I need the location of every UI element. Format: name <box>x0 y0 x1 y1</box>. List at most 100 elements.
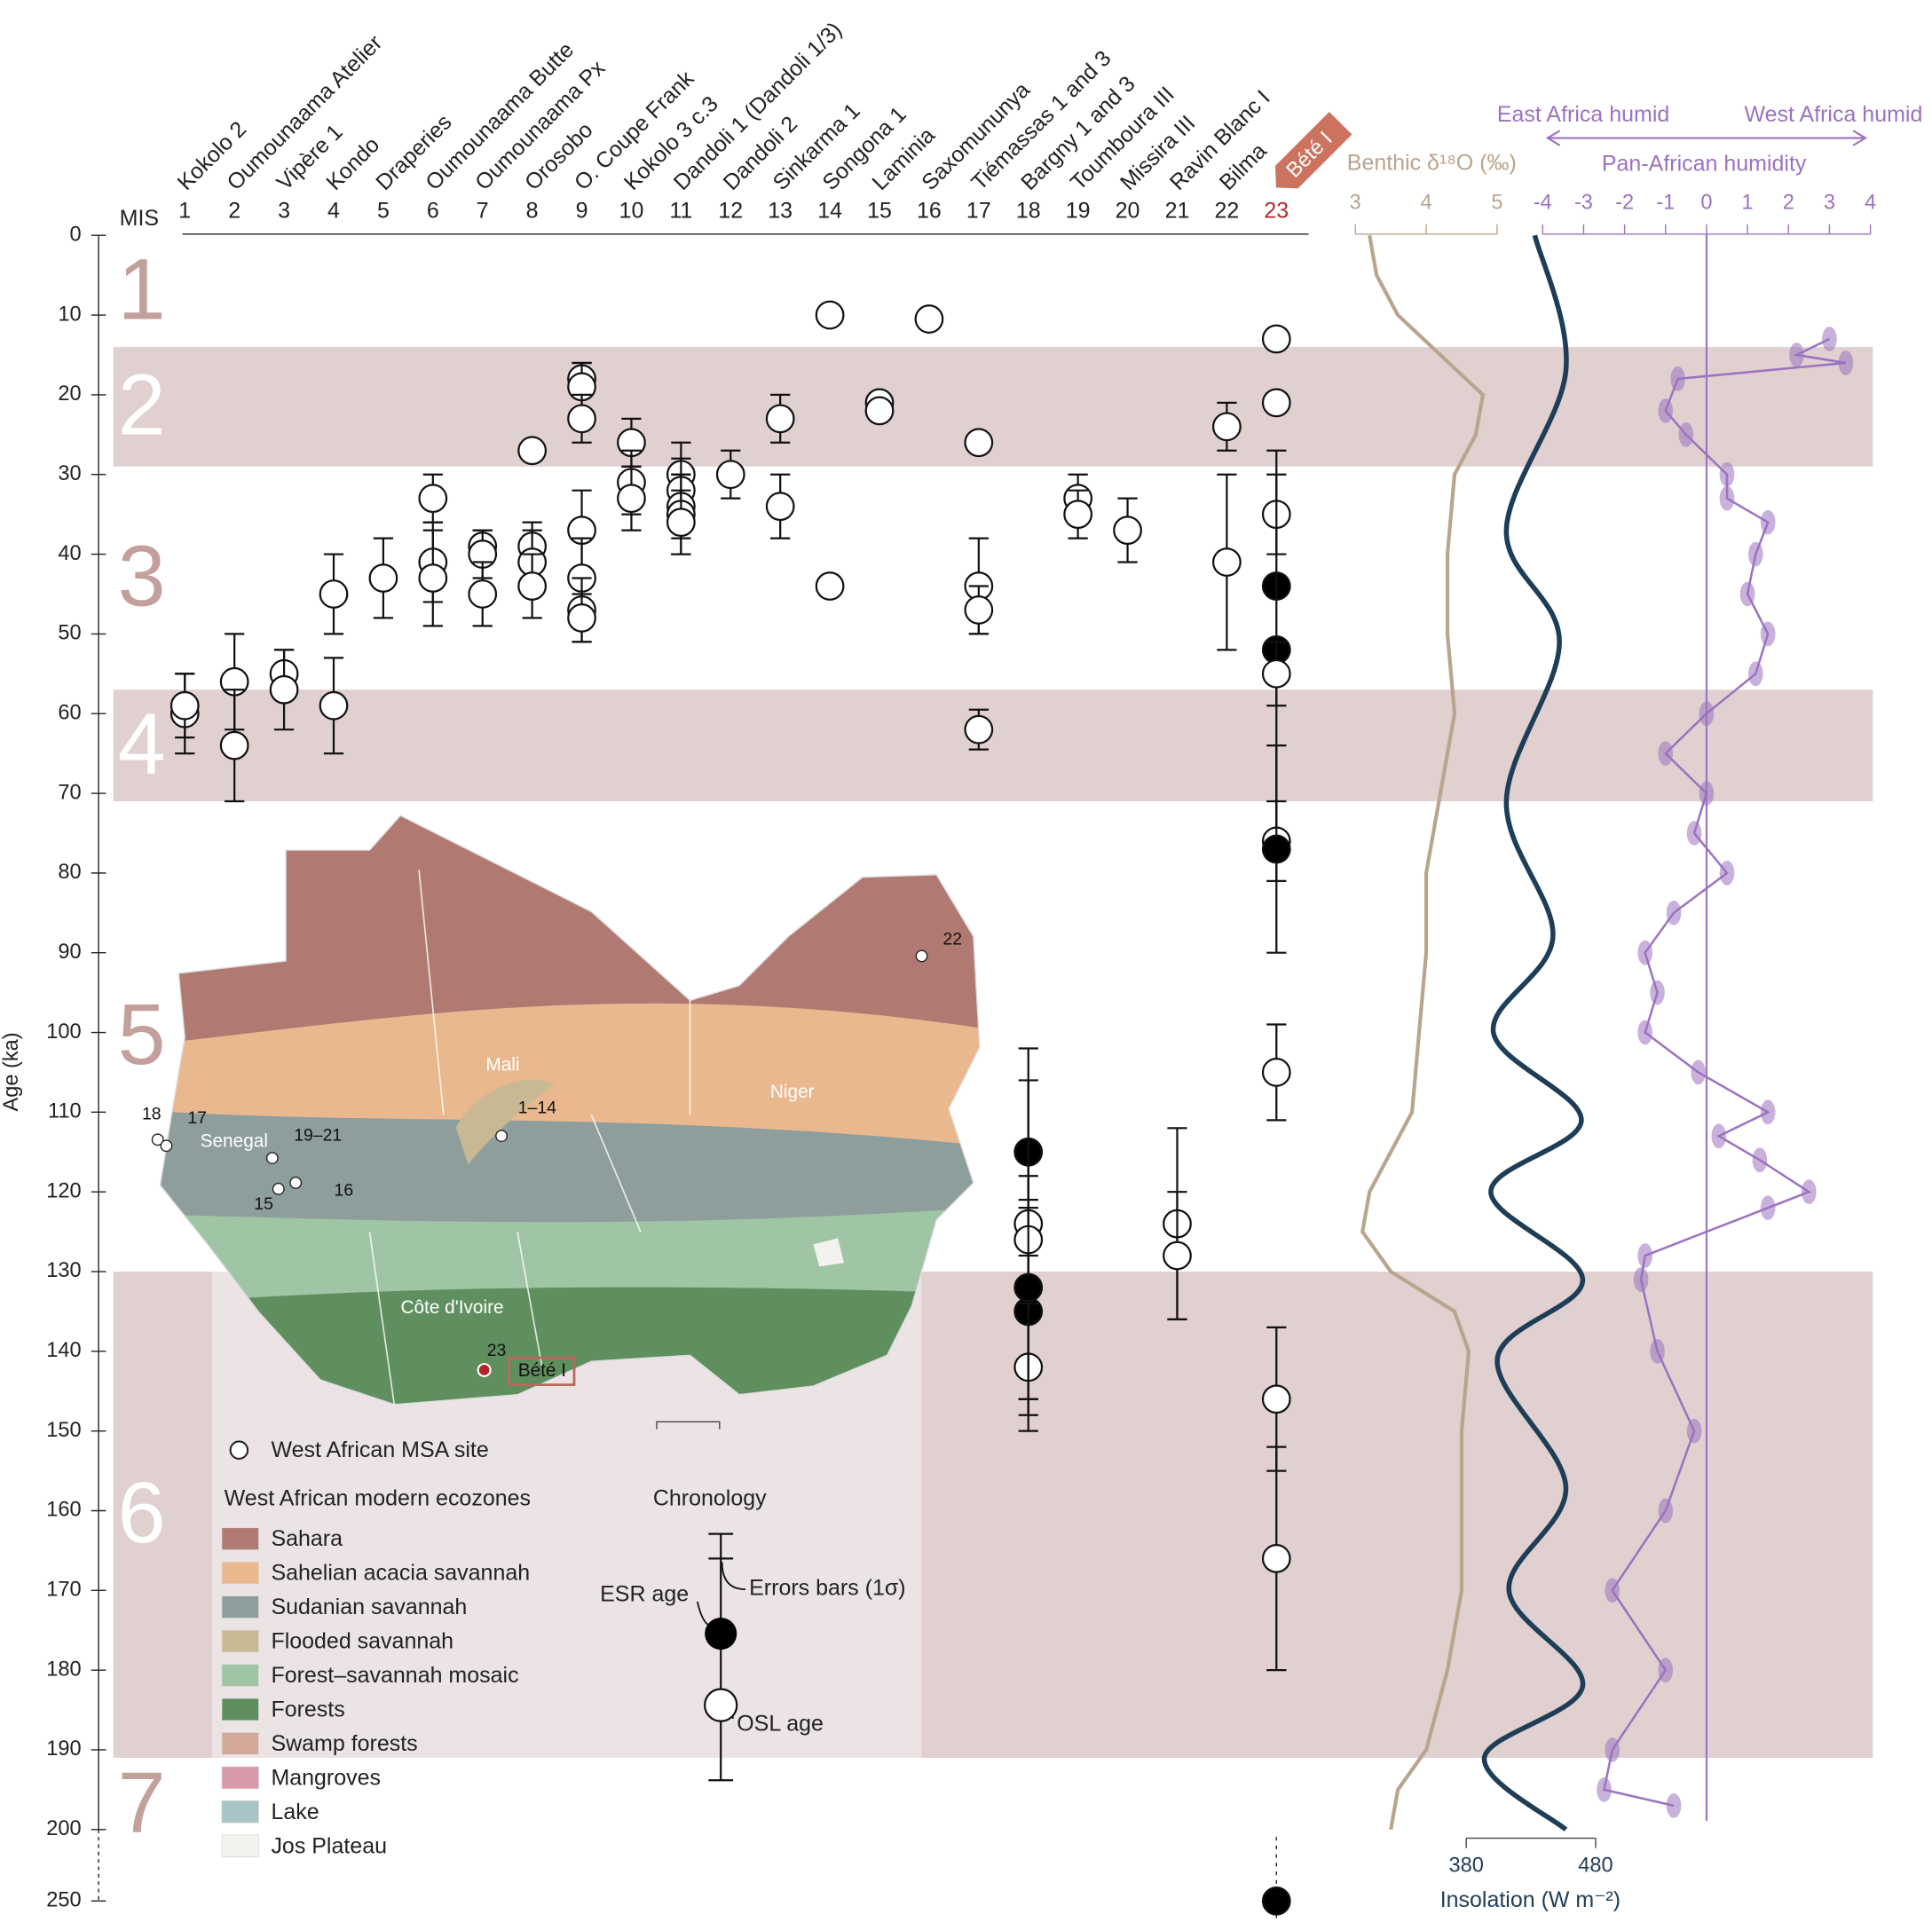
map-label: 22 <box>942 930 962 949</box>
humidity-point <box>1650 980 1665 1005</box>
osl-age <box>617 484 646 514</box>
site-number: 20 <box>1116 198 1140 223</box>
osl-age <box>1261 1384 1291 1414</box>
osl-age <box>964 595 994 625</box>
y-tick-label: 130 <box>46 1259 81 1282</box>
humidity-tick-label: 2 <box>1783 191 1794 214</box>
legend-swatch <box>221 1731 259 1755</box>
osl-age <box>815 300 845 330</box>
osl-age <box>319 690 349 721</box>
site-number: 5 <box>377 198 390 223</box>
y-tick-label: 180 <box>46 1658 81 1681</box>
humidity-point <box>1637 1020 1653 1045</box>
site-number: 17 <box>966 198 991 223</box>
legend-ecozone: Swamp forests <box>271 1731 417 1756</box>
humidity-point <box>1666 1792 1682 1818</box>
legend-errors-text: Errors bars (1σ) <box>749 1576 905 1601</box>
humidity-tick-label: -1 <box>1656 191 1675 214</box>
humidity-point <box>1666 900 1682 926</box>
osl-age <box>1261 1544 1291 1573</box>
humidity-point <box>1789 343 1804 367</box>
mis-label: 1 <box>118 240 166 337</box>
y-tick-label: 10 <box>58 303 81 326</box>
osl-age <box>517 571 548 601</box>
site-tag: Bété I <box>1274 112 1352 189</box>
map-label: Senegal <box>201 1131 268 1152</box>
y-tick-label: 20 <box>58 382 81 406</box>
site-number: 1 <box>178 198 191 223</box>
y-tick-label: 90 <box>58 941 81 964</box>
humidity-tick-label: -3 <box>1574 191 1593 214</box>
legend-swatch <box>221 1698 259 1721</box>
humidity-tick-label: -2 <box>1615 191 1634 214</box>
insolation-tick-label: 380 <box>1449 1855 1484 1878</box>
legend-ecozone: Jos Plateau <box>271 1833 387 1858</box>
osl-age <box>219 730 249 760</box>
humidity-left-label: East Africa humid <box>1497 102 1669 127</box>
legend-ecozone: Forests <box>271 1697 344 1721</box>
y-tick-label: 80 <box>58 861 81 884</box>
y-tick-label: 110 <box>48 1100 82 1123</box>
y-tick-label: 40 <box>58 542 81 565</box>
benthic-label: Benthic δ¹⁸O (‰) <box>1347 150 1517 175</box>
legend-ecozone: Lake <box>271 1800 319 1824</box>
benthic-curve <box>1360 234 1486 1831</box>
humidity-tick-label: 3 <box>1824 191 1835 214</box>
humidity-point <box>1699 701 1715 727</box>
mis-label: 5 <box>118 986 166 1083</box>
humidity-point <box>1650 1338 1665 1364</box>
map-label: 17 <box>187 1108 207 1128</box>
y-tick-label: 0 <box>70 223 82 246</box>
humidity-point <box>1637 1243 1653 1268</box>
site-number: 18 <box>1016 198 1041 223</box>
legend-error-bar <box>708 1532 734 1782</box>
legend-swatch <box>221 1664 259 1687</box>
map-site-highlight <box>477 1362 492 1377</box>
osl-age <box>964 428 994 458</box>
map-site <box>151 1133 164 1146</box>
y-tick-label: 250 <box>46 1889 81 1912</box>
site-number: 2 <box>228 198 241 223</box>
site-number: 14 <box>817 198 842 223</box>
legend-ecozone: Sahara <box>271 1526 343 1551</box>
map-borders <box>368 870 691 1405</box>
mis-header: MIS <box>120 206 159 231</box>
legend-ecozone: Mangroves <box>271 1765 381 1790</box>
y-tick-label: 60 <box>58 701 81 724</box>
humidity-tick-label: -4 <box>1534 191 1552 214</box>
map-site <box>915 949 928 963</box>
humidity-point <box>1597 1777 1612 1802</box>
site-number: 13 <box>768 198 793 223</box>
map-label: 15 <box>254 1194 273 1214</box>
osl-age <box>1211 412 1242 442</box>
osl-age <box>715 460 745 490</box>
osl-age <box>418 484 448 514</box>
osl-age <box>1211 547 1242 577</box>
osl-age <box>368 563 398 593</box>
humidity-point <box>1747 661 1763 687</box>
map-site <box>265 1152 279 1165</box>
humidity-right-label: West Africa humid <box>1744 102 1922 127</box>
osl-age <box>964 714 994 744</box>
osl-age <box>418 563 448 593</box>
legend-swatch <box>221 1834 259 1858</box>
osl-age <box>1261 658 1291 689</box>
site-number: 4 <box>327 198 340 223</box>
mis-label: 6 <box>118 1464 166 1561</box>
site-number: 6 <box>427 198 439 223</box>
humidity-point <box>1658 741 1674 767</box>
y-tick-label: 70 <box>58 781 81 804</box>
humidity-point <box>1633 1267 1649 1292</box>
legend-swatch <box>221 1629 259 1653</box>
humidity-point <box>1658 398 1674 423</box>
osl-age <box>567 603 596 633</box>
osl-age <box>1261 1058 1291 1087</box>
legend-ecozone: Forest–savannah mosaic <box>271 1663 518 1688</box>
humidity-point <box>1760 1195 1776 1221</box>
legend-osl-text: OSL age <box>737 1711 824 1736</box>
map-label: 19–21 <box>294 1125 342 1145</box>
osl-age <box>1113 516 1142 545</box>
humidity-point <box>1719 860 1735 886</box>
map-jos <box>813 1238 845 1267</box>
